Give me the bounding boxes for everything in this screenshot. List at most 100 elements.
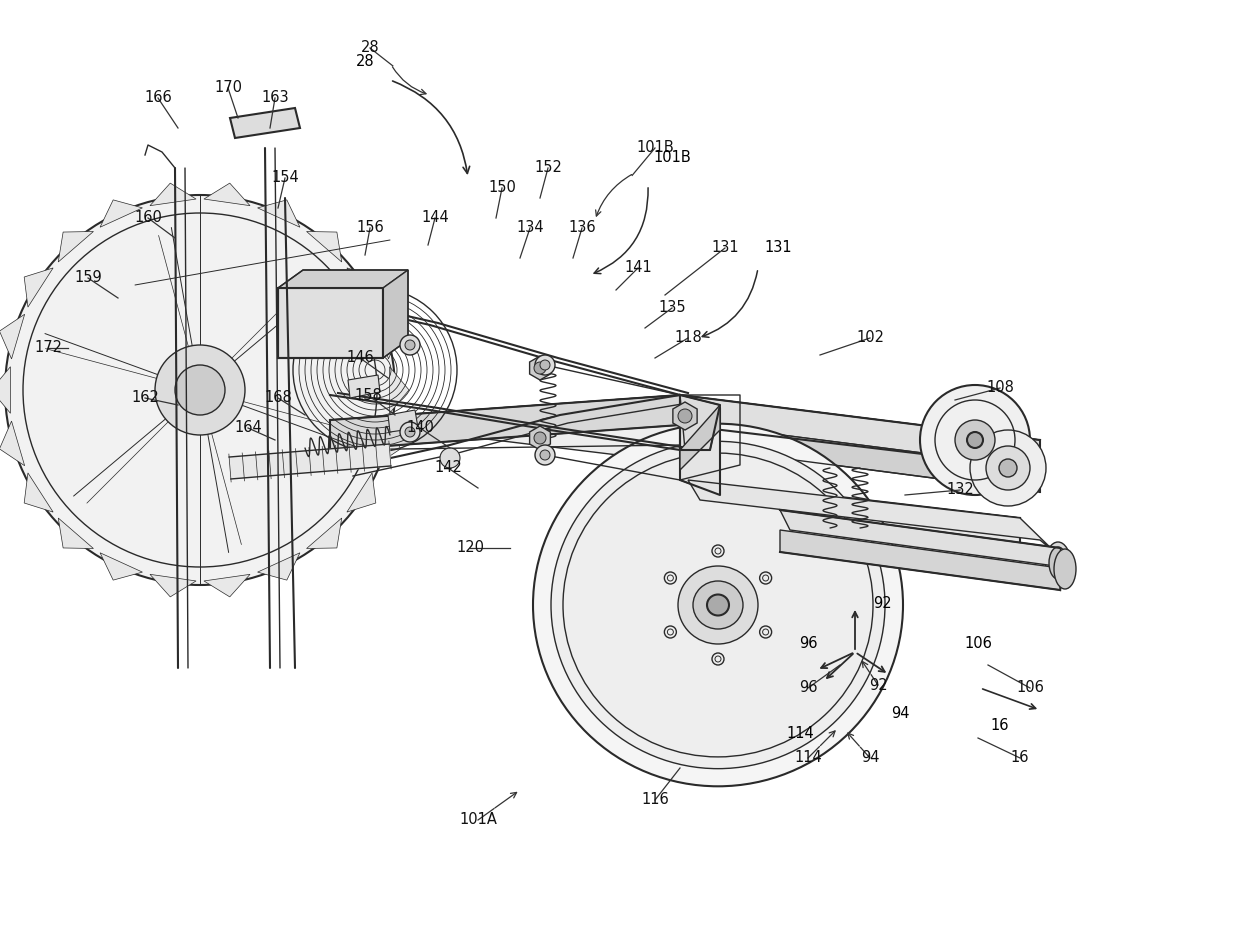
Text: 168: 168: [264, 390, 291, 405]
Text: 172: 172: [33, 340, 62, 355]
Text: 116: 116: [641, 792, 668, 807]
Circle shape: [970, 430, 1047, 506]
Text: 159: 159: [74, 271, 102, 286]
Text: 146: 146: [346, 351, 374, 366]
Polygon shape: [58, 518, 93, 549]
Text: 92: 92: [873, 596, 892, 611]
Text: 94: 94: [861, 750, 879, 765]
Polygon shape: [58, 231, 93, 262]
Text: 156: 156: [356, 221, 384, 236]
Text: 162: 162: [131, 390, 159, 405]
Circle shape: [405, 427, 415, 437]
Polygon shape: [348, 375, 379, 398]
Text: 166: 166: [144, 90, 172, 105]
Polygon shape: [694, 480, 1021, 545]
Circle shape: [986, 446, 1030, 490]
Text: 170: 170: [215, 81, 242, 96]
Polygon shape: [0, 314, 25, 359]
Ellipse shape: [712, 653, 724, 665]
Polygon shape: [680, 422, 1040, 492]
Ellipse shape: [551, 442, 885, 769]
Polygon shape: [258, 200, 300, 227]
Circle shape: [401, 335, 420, 355]
Circle shape: [534, 432, 546, 444]
Circle shape: [539, 450, 551, 460]
Text: 131: 131: [764, 240, 792, 255]
Polygon shape: [680, 395, 720, 495]
Circle shape: [534, 445, 556, 465]
Polygon shape: [680, 395, 720, 450]
Circle shape: [539, 360, 551, 370]
Text: 114: 114: [786, 726, 813, 741]
Polygon shape: [278, 270, 408, 288]
Polygon shape: [680, 405, 720, 470]
Polygon shape: [389, 367, 409, 414]
Text: 101B: 101B: [653, 150, 691, 165]
Polygon shape: [529, 426, 551, 450]
Circle shape: [999, 459, 1017, 477]
Polygon shape: [203, 574, 250, 597]
Circle shape: [155, 345, 246, 435]
Polygon shape: [0, 367, 10, 414]
Text: 132: 132: [946, 482, 973, 497]
Polygon shape: [150, 574, 196, 597]
Circle shape: [955, 420, 994, 460]
Polygon shape: [229, 108, 300, 138]
Polygon shape: [680, 395, 1040, 468]
Ellipse shape: [678, 566, 758, 644]
Polygon shape: [347, 268, 376, 307]
Circle shape: [534, 362, 546, 374]
Ellipse shape: [707, 594, 729, 616]
Circle shape: [967, 432, 983, 448]
Text: 28: 28: [356, 55, 374, 70]
Circle shape: [405, 340, 415, 350]
Polygon shape: [780, 530, 1060, 590]
Text: 16: 16: [1011, 750, 1029, 765]
Text: 141: 141: [624, 260, 652, 275]
Text: 163: 163: [262, 90, 289, 105]
Polygon shape: [258, 553, 300, 580]
Polygon shape: [100, 553, 143, 580]
Ellipse shape: [1054, 549, 1076, 589]
Polygon shape: [330, 395, 680, 450]
Polygon shape: [780, 510, 1070, 568]
Text: 150: 150: [489, 180, 516, 196]
Polygon shape: [150, 183, 196, 206]
Text: 134: 134: [516, 221, 544, 236]
Text: 144: 144: [422, 211, 449, 226]
Text: 160: 160: [134, 211, 162, 226]
Polygon shape: [24, 473, 53, 512]
Polygon shape: [673, 402, 697, 430]
Text: 101A: 101A: [459, 812, 497, 827]
Polygon shape: [383, 270, 408, 358]
Circle shape: [401, 422, 420, 442]
Ellipse shape: [1049, 547, 1066, 579]
Ellipse shape: [693, 581, 743, 629]
Text: 158: 158: [355, 387, 382, 402]
Text: 96: 96: [799, 681, 817, 696]
Polygon shape: [330, 395, 1040, 465]
Polygon shape: [376, 421, 401, 465]
Text: 120: 120: [456, 540, 484, 556]
Polygon shape: [347, 473, 376, 512]
Text: 106: 106: [1016, 681, 1044, 696]
Text: 154: 154: [272, 170, 299, 185]
Ellipse shape: [1045, 542, 1070, 584]
Polygon shape: [100, 200, 143, 227]
Text: 140: 140: [405, 420, 434, 435]
Circle shape: [920, 385, 1030, 495]
Polygon shape: [306, 518, 342, 549]
Circle shape: [175, 365, 224, 415]
Polygon shape: [529, 356, 551, 380]
Text: 142: 142: [434, 461, 463, 476]
Text: 28: 28: [361, 40, 379, 55]
Ellipse shape: [533, 424, 903, 786]
Text: 106: 106: [963, 636, 992, 651]
Text: 135: 135: [658, 301, 686, 316]
Ellipse shape: [760, 572, 771, 584]
Polygon shape: [376, 314, 401, 359]
Text: 118: 118: [675, 331, 702, 346]
Text: 94: 94: [890, 706, 909, 721]
Text: 152: 152: [534, 161, 562, 176]
Text: 92: 92: [869, 678, 888, 693]
